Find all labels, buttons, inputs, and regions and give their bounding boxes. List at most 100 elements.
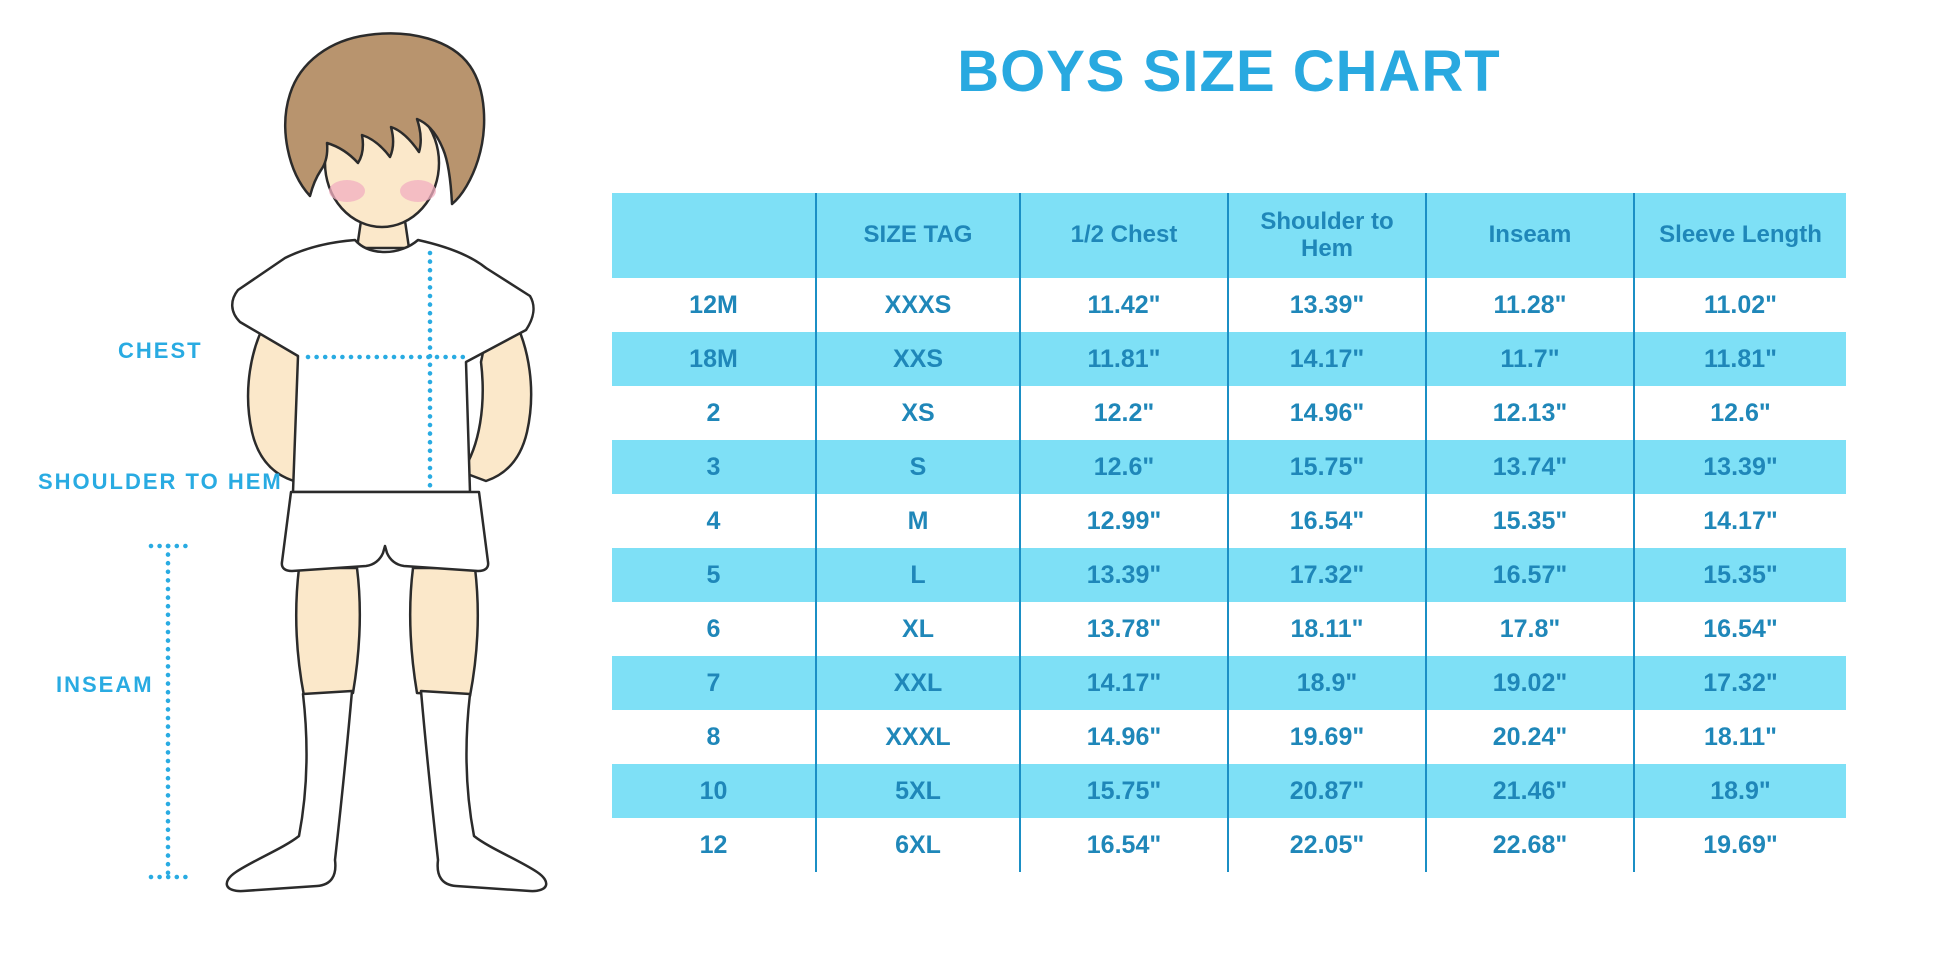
row-size-label: 10 xyxy=(699,776,728,805)
tshirt xyxy=(231,238,535,494)
table-cell: XXL xyxy=(815,656,1019,710)
table-cell: 13.39" xyxy=(1227,278,1425,332)
table-cell: 12.99" xyxy=(1019,494,1227,548)
table-row: 12 6XL 16.54" 22.05" 22.68" 19.69" xyxy=(612,818,1846,872)
left-cheek-blush xyxy=(329,180,365,202)
table-cell: 12.6" xyxy=(1019,440,1227,494)
table-cell: XXXL xyxy=(815,710,1019,764)
hair xyxy=(284,32,486,206)
table-cell: 12.13" xyxy=(1425,386,1633,440)
row-size-label: 12M xyxy=(689,290,738,319)
table-cell: S xyxy=(815,440,1019,494)
table-cell: XXXS xyxy=(815,278,1019,332)
header-cell-sleeve-length: Sleeve Length xyxy=(1633,193,1846,278)
table-cell: 12.2" xyxy=(1019,386,1227,440)
table-cell: 20.24" xyxy=(1425,710,1633,764)
table-row: 2 XS 12.2" 14.96" 12.13" 12.6" xyxy=(612,386,1846,440)
inseam-label: INSEAM xyxy=(56,672,154,697)
table-cell: 11.81" xyxy=(1633,332,1846,386)
table-cell: 17.32" xyxy=(1227,548,1425,602)
table-cell: 14.17" xyxy=(1227,332,1425,386)
right-leg xyxy=(409,566,479,698)
boy-illustration xyxy=(148,32,548,893)
table-row: 7 XXL 14.17" 18.9" 19.02" 17.32" xyxy=(612,656,1846,710)
row-size-label: 4 xyxy=(706,506,721,535)
table-cell: 5XL xyxy=(815,764,1019,818)
table-cell: 19.02" xyxy=(1425,656,1633,710)
table-row: 8 XXXL 14.96" 19.69" 20.24" 18.11" xyxy=(612,710,1846,764)
table-cell: 13.39" xyxy=(1633,440,1846,494)
table-cell: 18.11" xyxy=(1227,602,1425,656)
row-size-label: 3 xyxy=(706,452,721,481)
table-cell: 13.39" xyxy=(1019,548,1227,602)
table-cell: 20.87" xyxy=(1227,764,1425,818)
table-cell: 11.81" xyxy=(1019,332,1227,386)
header-cell-shoulder-to-hem: Shoulder to Hem xyxy=(1227,193,1425,278)
page-title: BOYS SIZE CHART xyxy=(957,39,1501,104)
row-size-label: 7 xyxy=(706,668,721,697)
shorts xyxy=(280,490,490,573)
table-cell: 16.54" xyxy=(1633,602,1846,656)
row-size-label: 12 xyxy=(699,830,728,859)
table-cell: 13.78" xyxy=(1019,602,1227,656)
table-cell: 22.05" xyxy=(1227,818,1425,872)
table-cell: 19.69" xyxy=(1227,710,1425,764)
table-cell: 14.17" xyxy=(1633,494,1846,548)
table-cell: 15.75" xyxy=(1227,440,1425,494)
table-cell: XS xyxy=(815,386,1019,440)
chest-label: CHEST xyxy=(118,338,203,363)
table-row: 12M XXXS 11.42" 13.39" 11.28" 11.02" xyxy=(612,278,1846,332)
table-cell: XXS xyxy=(815,332,1019,386)
right-cheek-blush xyxy=(400,180,436,202)
table-body: 12M XXXS 11.42" 13.39" 11.28" 11.02" 18M XXS 11.… xyxy=(612,278,1846,872)
right-arm xyxy=(460,313,533,483)
table-cell: 22.68" xyxy=(1425,818,1633,872)
row-size-label: 6 xyxy=(706,614,721,643)
table-cell: M xyxy=(815,494,1019,548)
table-row: 3 S 12.6" 15.75" 13.74" 13.39" xyxy=(612,440,1846,494)
header-cell-size-tag: SIZE TAG xyxy=(815,193,1019,278)
table-row: 4 M 12.99" 16.54" 15.35" 14.17" xyxy=(612,494,1846,548)
table-cell: 21.46" xyxy=(1425,764,1633,818)
table-cell: L xyxy=(815,548,1019,602)
table-cell: 11.02" xyxy=(1633,278,1846,332)
table-cell: 15.35" xyxy=(1633,548,1846,602)
table-cell: 12.6" xyxy=(1633,386,1846,440)
table-cell: 18.9" xyxy=(1227,656,1425,710)
row-size-label: 8 xyxy=(706,722,721,751)
table-cell: 16.54" xyxy=(1019,818,1227,872)
table-cell: 19.69" xyxy=(1633,818,1846,872)
right-sock xyxy=(419,689,548,893)
table-cell: 16.57" xyxy=(1425,548,1633,602)
shoulder-to-hem-label: SHOULDER TO HEM xyxy=(38,469,283,494)
size-table: SIZE TAG 1/2 Chest Shoulder to Hem Insea… xyxy=(612,193,1846,872)
left-sock xyxy=(225,689,354,893)
table-cell: 11.42" xyxy=(1019,278,1227,332)
table-cell: 14.17" xyxy=(1019,656,1227,710)
table-row: 10 5XL 15.75" 20.87" 21.46" 18.9" xyxy=(612,764,1846,818)
table-cell: 16.54" xyxy=(1227,494,1425,548)
row-size-label: 18M xyxy=(689,344,738,373)
left-leg xyxy=(295,566,361,698)
table-cell: 18.11" xyxy=(1633,710,1846,764)
row-size-label: 2 xyxy=(706,398,721,427)
header-cell-blank xyxy=(612,193,815,278)
table-header-row: SIZE TAG 1/2 Chest Shoulder to Hem Insea… xyxy=(612,193,1846,278)
header-cell-inseam: Inseam xyxy=(1425,193,1633,278)
table-cell: 15.75" xyxy=(1019,764,1227,818)
table-cell: 17.32" xyxy=(1633,656,1846,710)
table-cell: 11.7" xyxy=(1425,332,1633,386)
table-cell: 15.35" xyxy=(1425,494,1633,548)
row-size-label: 5 xyxy=(706,560,721,589)
table-cell: 13.74" xyxy=(1425,440,1633,494)
table-cell: 18.9" xyxy=(1633,764,1846,818)
table-cell: 11.28" xyxy=(1425,278,1633,332)
table-cell: XL xyxy=(815,602,1019,656)
header-cell-half-chest: 1/2 Chest xyxy=(1019,193,1227,278)
table-row: 5 L 13.39" 17.32" 16.57" 15.35" xyxy=(612,548,1846,602)
table-cell: 14.96" xyxy=(1227,386,1425,440)
table-cell: 17.8" xyxy=(1425,602,1633,656)
table-row: 6 XL 13.78" 18.11" 17.8" 16.54" xyxy=(612,602,1846,656)
table-row: 18M XXS 11.81" 14.17" 11.7" 11.81" xyxy=(612,332,1846,386)
